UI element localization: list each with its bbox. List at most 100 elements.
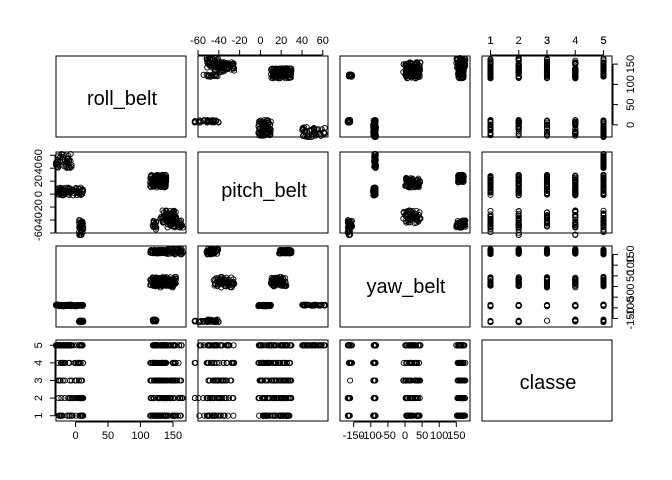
data-point [165, 218, 172, 225]
panel-points-roll_belt-pitch_belt [191, 55, 328, 141]
data-point [219, 65, 226, 72]
matrix-panels [52, 55, 613, 422]
panel-points-classe-yaw_belt [344, 342, 469, 419]
data-point [515, 56, 522, 63]
data-point [204, 119, 211, 126]
data-point [65, 191, 72, 198]
data-point [175, 221, 183, 228]
panel-points-pitch_belt-yaw_belt [344, 150, 469, 239]
tick-label: 0 [33, 191, 45, 197]
data-point [210, 117, 217, 124]
data-point [208, 72, 215, 79]
data-point [302, 127, 309, 134]
data-point [288, 65, 295, 72]
data-point [150, 183, 157, 190]
data-point [211, 71, 218, 78]
data-point [543, 55, 551, 63]
tick-label: 50 [416, 430, 428, 442]
tick-label: 100 [131, 430, 149, 442]
data-point [196, 119, 203, 126]
data-point [345, 118, 352, 125]
tick-label: 4 [572, 35, 578, 47]
data-point [371, 188, 378, 195]
data-point [230, 412, 237, 419]
data-point [213, 118, 220, 125]
data-point [264, 129, 271, 136]
data-point [408, 73, 415, 80]
tick-label: 0 [257, 35, 263, 47]
data-point [229, 64, 236, 72]
tick-label: 150 [447, 430, 465, 442]
data-point [280, 71, 287, 78]
tick-label: 5 [600, 35, 606, 47]
data-point [487, 119, 494, 126]
data-point [163, 177, 170, 184]
data-point [79, 186, 86, 193]
data-point [211, 62, 218, 69]
data-point [280, 66, 287, 73]
data-point [191, 395, 198, 402]
data-point [63, 160, 70, 167]
data-point [209, 57, 216, 64]
data-point [406, 64, 413, 72]
data-point [279, 65, 286, 72]
panel-points-roll_belt-yaw_belt [344, 55, 469, 141]
tick-label: 2 [516, 35, 522, 47]
data-point [572, 59, 579, 66]
data-point [600, 119, 607, 126]
data-point [59, 186, 66, 193]
x-axis-pitch_belt-top: -40 0 40 [211, 35, 308, 56]
panel-pitch_belt-pitch_belt [197, 151, 329, 234]
data-point [280, 69, 287, 76]
data-point [543, 118, 551, 125]
data-point [57, 157, 64, 164]
tick-label: 40 [33, 162, 45, 174]
data-point [255, 129, 262, 136]
data-point [487, 60, 494, 67]
tick-label: 2 [33, 395, 45, 401]
data-point [305, 133, 313, 140]
tick-label: 60 [33, 149, 45, 161]
data-point [228, 66, 235, 73]
data-point [371, 163, 378, 170]
data-point [600, 57, 607, 64]
panel-pitch_belt-yaw_belt [339, 151, 471, 234]
label-classe: classe [520, 372, 577, 394]
data-point [65, 155, 72, 162]
tick-label: -40 [211, 35, 227, 47]
data-point [515, 132, 522, 139]
panel-points-yaw_belt-pitch_belt [191, 245, 328, 326]
data-point [371, 124, 378, 131]
data-point [487, 64, 494, 71]
panel-points-classe-roll_belt [52, 342, 186, 419]
data-point [487, 127, 494, 134]
tick-label: 50 [102, 430, 114, 442]
tick-label: 0 [625, 122, 637, 128]
data-point [459, 171, 466, 178]
x-axis-roll_belt-bottom: 0 50 100 150 [72, 421, 182, 442]
tick-label: 20 [33, 175, 45, 187]
tick-label: -100 [360, 430, 382, 442]
data-point [75, 185, 82, 193]
data-point [572, 122, 579, 129]
data-point [406, 62, 413, 69]
data-point [208, 119, 215, 126]
data-point [270, 72, 277, 80]
tick-label: 0 [402, 430, 408, 442]
data-point [215, 55, 222, 63]
data-point [171, 211, 178, 218]
data-point [600, 129, 607, 136]
data-point [487, 129, 494, 136]
tick-label: 3 [33, 377, 45, 383]
data-point [458, 60, 465, 67]
data-point [192, 119, 199, 126]
data-point [572, 130, 579, 138]
data-point [346, 119, 353, 126]
data-point [76, 224, 83, 231]
data-point [347, 377, 354, 384]
tick-label: 0 [72, 430, 78, 442]
data-point [306, 127, 313, 134]
data-point [543, 122, 551, 129]
data-point [153, 224, 160, 231]
